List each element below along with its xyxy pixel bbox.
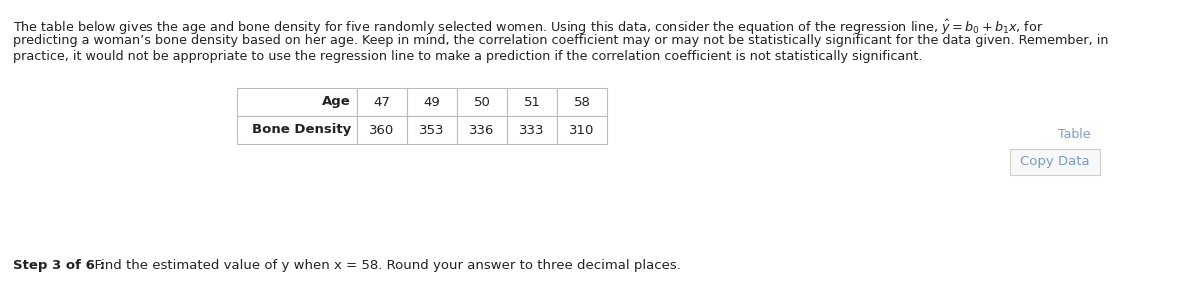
Bar: [358, 88, 407, 116]
Bar: [457, 88, 508, 116]
Bar: [557, 88, 607, 116]
Text: 47: 47: [373, 95, 390, 108]
Text: 333: 333: [520, 124, 545, 136]
Text: 336: 336: [469, 124, 494, 136]
Text: 353: 353: [419, 124, 445, 136]
Bar: [557, 116, 607, 144]
Text: 360: 360: [370, 124, 395, 136]
Text: 310: 310: [569, 124, 595, 136]
Bar: [407, 88, 457, 116]
Text: practice, it would not be appropriate to use the regression line to make a predi: practice, it would not be appropriate to…: [13, 50, 923, 63]
Bar: [508, 88, 557, 116]
Bar: [238, 116, 358, 144]
Bar: [358, 116, 407, 144]
Text: 51: 51: [523, 95, 540, 108]
Text: The table below gives the age and bone density for five randomly selected women.: The table below gives the age and bone d…: [13, 18, 1044, 37]
Text: 58: 58: [574, 95, 590, 108]
Text: Table: Table: [1057, 128, 1090, 141]
Text: Step 3 of 6 :: Step 3 of 6 :: [13, 258, 104, 271]
Text: Copy Data: Copy Data: [1020, 155, 1090, 168]
Text: 50: 50: [474, 95, 491, 108]
Text: Bone Density: Bone Density: [252, 124, 352, 136]
Text: Age: Age: [323, 95, 352, 108]
Text: predicting a woman’s bone density based on her age. Keep in mind, the correlatio: predicting a woman’s bone density based …: [13, 34, 1109, 47]
Bar: [407, 116, 457, 144]
Text: 49: 49: [424, 95, 440, 108]
Bar: [457, 116, 508, 144]
Bar: [1010, 149, 1100, 175]
Bar: [508, 116, 557, 144]
Bar: [238, 88, 358, 116]
Text: Find the estimated value of y when x = 58. Round your answer to three decimal pl: Find the estimated value of y when x = 5…: [86, 258, 680, 271]
